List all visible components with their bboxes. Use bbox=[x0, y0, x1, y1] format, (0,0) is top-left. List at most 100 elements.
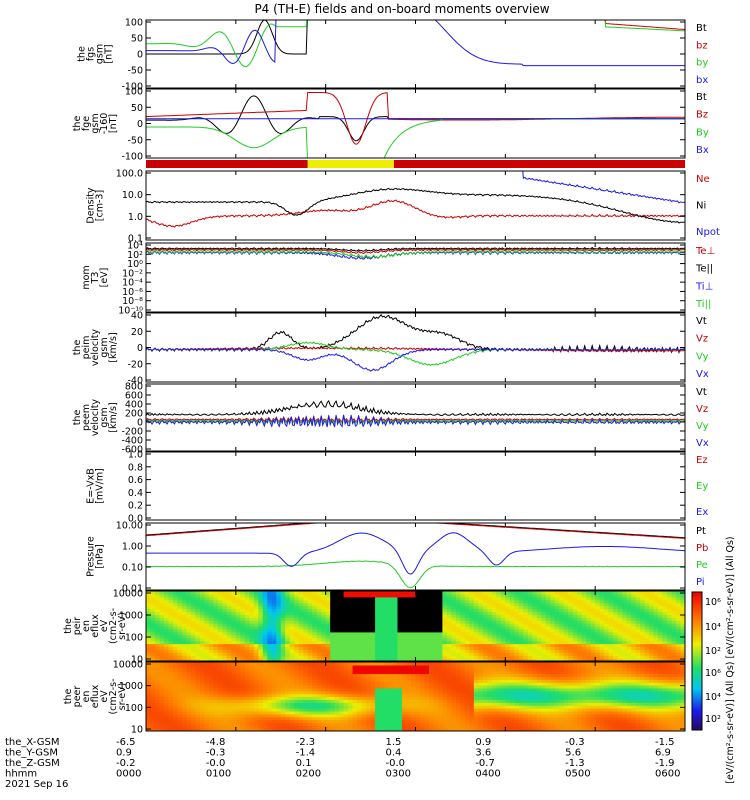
spectrogram-cell bbox=[244, 637, 250, 642]
spectrogram-cell bbox=[168, 667, 174, 672]
spectrogram-cell bbox=[262, 628, 268, 633]
y-axis-label: thefgegsm-160[nT] bbox=[72, 113, 119, 135]
spectrogram-cell bbox=[249, 652, 255, 656]
spectrogram-cell bbox=[334, 637, 340, 642]
spectrogram-cell bbox=[164, 591, 170, 595]
spectrogram-cell bbox=[289, 719, 295, 723]
y-tick-label: 0.1 bbox=[128, 234, 143, 245]
legend-p7-ez: Ez bbox=[696, 455, 708, 466]
spectrogram-cell bbox=[509, 634, 515, 639]
spectrogram-cell bbox=[330, 670, 336, 675]
spectrogram-cell bbox=[321, 593, 327, 598]
spectrogram-cell bbox=[231, 631, 237, 636]
spectrogram-cell bbox=[420, 705, 426, 709]
spectrogram-cell bbox=[424, 608, 430, 612]
spectrogram-cell bbox=[289, 716, 295, 721]
spectrogram-cell bbox=[608, 640, 614, 645]
spectrogram-cell bbox=[321, 602, 327, 607]
spectrogram-cell bbox=[235, 591, 241, 595]
y-tick-label: 10⁻¹⁰ bbox=[118, 306, 143, 317]
spectrogram-cell bbox=[307, 611, 313, 615]
spectrogram-cell bbox=[393, 593, 399, 598]
spectrogram-cell bbox=[240, 608, 246, 612]
spectrogram-cell bbox=[514, 596, 520, 601]
spectrogram-cell bbox=[262, 710, 268, 715]
spectrogram-cell bbox=[231, 667, 237, 672]
spectrogram-cell bbox=[397, 702, 403, 706]
spectrogram-cell bbox=[518, 617, 524, 621]
spectrogram-cell bbox=[649, 614, 655, 618]
spectrogram-cell bbox=[339, 628, 345, 633]
spectrogram-cell bbox=[590, 643, 596, 647]
spectrogram-cell bbox=[267, 599, 273, 604]
spectrogram-cell bbox=[429, 719, 435, 723]
spectrogram-cell bbox=[375, 602, 381, 607]
spectrogram-cell bbox=[307, 693, 313, 698]
spectrogram-cell bbox=[164, 662, 170, 666]
spectrogram-cell bbox=[424, 670, 430, 675]
spectrogram-cell bbox=[267, 690, 273, 695]
spectrogram-cell bbox=[267, 614, 273, 618]
spectrogram-cell bbox=[159, 655, 165, 659]
spectrogram-cell bbox=[235, 713, 241, 718]
spectrogram-cell bbox=[253, 593, 259, 598]
spectrogram-cell bbox=[586, 599, 592, 604]
spectrogram-cell bbox=[235, 719, 241, 723]
spectrogram-cell bbox=[469, 690, 475, 695]
spectrogram-cell bbox=[671, 617, 677, 621]
spectrogram-cell bbox=[285, 687, 291, 692]
spectrogram-cell bbox=[676, 593, 682, 598]
spectrogram-cell bbox=[676, 602, 682, 607]
spectrogram-cell bbox=[172, 690, 178, 695]
spectrogram-cell bbox=[303, 670, 309, 675]
spectrogram-cell bbox=[379, 637, 385, 642]
spectrogram-cell bbox=[294, 673, 300, 677]
spectrogram-cell bbox=[146, 599, 152, 604]
spectrogram-cell bbox=[370, 667, 376, 672]
spectrogram-cell bbox=[348, 725, 354, 729]
spectrogram-cell bbox=[352, 685, 358, 689]
spectrogram-cell bbox=[146, 716, 152, 721]
spectrogram-cell bbox=[438, 605, 444, 610]
spectrogram-cell bbox=[280, 699, 286, 703]
spectrogram-cell bbox=[208, 728, 214, 731]
spectrogram-cell bbox=[159, 608, 165, 612]
spectrogram-cell bbox=[164, 719, 170, 723]
spectrogram-cell bbox=[146, 690, 152, 695]
spectrogram-cell bbox=[240, 710, 246, 715]
spectrogram-cell bbox=[195, 699, 201, 703]
spectrogram-cell bbox=[321, 682, 327, 686]
spectrogram-cell bbox=[375, 658, 381, 661]
spectrogram-cell bbox=[366, 646, 372, 650]
spectrogram-cell bbox=[433, 631, 439, 636]
spectrogram-cell bbox=[523, 617, 529, 621]
spectrogram-cell bbox=[177, 728, 183, 731]
spectrogram-cell bbox=[231, 716, 237, 721]
spectrogram-cell bbox=[366, 634, 372, 639]
spectrogram-cell bbox=[325, 605, 331, 610]
spectrogram-cell bbox=[366, 716, 372, 721]
spectrogram-cell bbox=[312, 655, 318, 659]
spectrogram-cell bbox=[375, 643, 381, 647]
spectrogram-cell bbox=[321, 646, 327, 650]
spectrogram-cell bbox=[464, 719, 470, 723]
spectrogram-cell bbox=[217, 602, 223, 607]
spectrogram-cell bbox=[244, 626, 250, 630]
spectrogram-cell bbox=[271, 696, 277, 700]
y-tick-label: 1.00 bbox=[122, 542, 143, 553]
spectrogram-cell bbox=[366, 658, 372, 661]
spectrogram-cell bbox=[159, 716, 165, 721]
spectrogram-cell bbox=[312, 728, 318, 731]
spectrogram-cell bbox=[649, 602, 655, 607]
spectrogram-cell bbox=[676, 649, 682, 653]
spectrogram-cell bbox=[451, 685, 457, 689]
spectrogram-cell bbox=[321, 591, 327, 595]
spectrogram-cell bbox=[667, 626, 673, 630]
spectrogram-cell bbox=[226, 593, 232, 598]
spectrogram-cell bbox=[271, 591, 277, 595]
spectrogram-cell bbox=[276, 722, 282, 726]
spectrogram-cell bbox=[469, 628, 475, 633]
spectrogram-cell bbox=[361, 725, 367, 729]
spectrogram-cell bbox=[424, 708, 430, 712]
spectrogram-cell bbox=[321, 728, 327, 731]
